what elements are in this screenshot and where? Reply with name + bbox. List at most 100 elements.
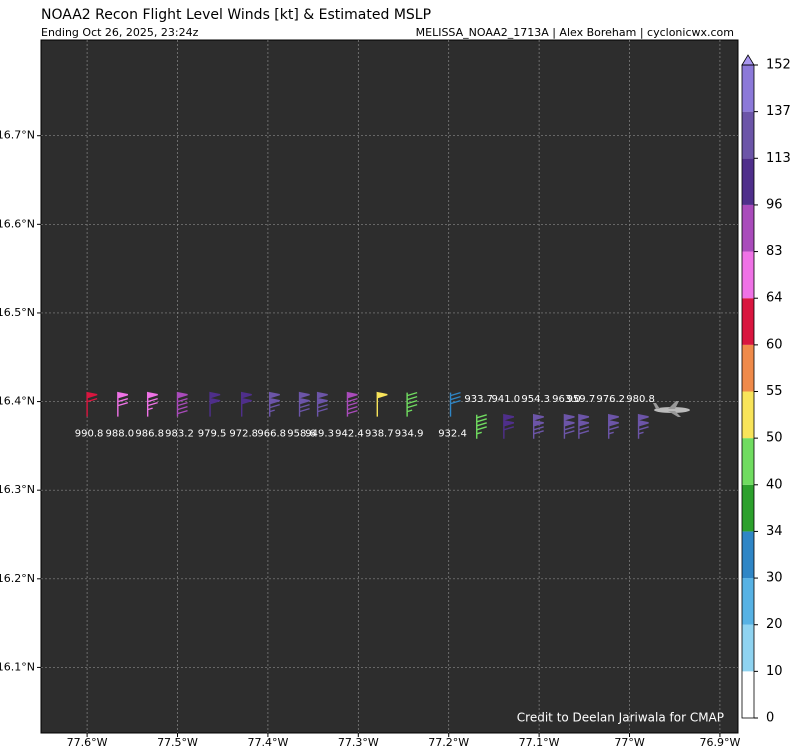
x-tick-label: 77.5°W <box>157 736 198 749</box>
colorbar-segment <box>742 578 754 625</box>
barb-shape <box>86 391 98 417</box>
colorbar-segment <box>742 158 754 205</box>
pressure-label: 990.8 <box>75 429 104 440</box>
barb-shape <box>637 413 649 439</box>
barb-shape <box>240 391 252 417</box>
colorbar-label: 34 <box>766 524 783 539</box>
colorbar-segment <box>742 484 754 532</box>
colorbar-label: 40 <box>766 477 783 492</box>
wind-barb <box>117 391 129 417</box>
colorbar-label: 60 <box>766 337 783 352</box>
y-tick-label: 16.3°N <box>0 483 35 496</box>
wind-barb <box>209 391 221 417</box>
y-tick-label: 16.1°N <box>0 660 35 673</box>
wind-barb <box>608 413 619 439</box>
pressure-label: 942.4 <box>335 429 364 440</box>
x-tick-label: 76.9°W <box>699 736 740 749</box>
y-tick-label: 16.5°N <box>0 306 35 319</box>
wind-barb <box>476 414 487 439</box>
credit: Credit to Deelan Jariwala for CMAP <box>517 711 724 725</box>
colorbar-label: 64 <box>766 291 783 306</box>
colorbar-label: 55 <box>766 384 783 399</box>
pressure-label: 963.0 <box>552 394 581 405</box>
pressure-label: 988.0 <box>106 429 135 440</box>
y-tick-label: 16.4°N <box>0 395 35 408</box>
colorbar-label: 30 <box>766 571 783 586</box>
barb-shape <box>146 391 158 417</box>
aircraft-icon <box>653 401 690 417</box>
barb-shape <box>346 391 358 417</box>
colorbar-segment <box>742 111 754 159</box>
barb-shape <box>117 391 129 417</box>
pressure-label: 941.0 <box>492 394 521 405</box>
pressure-label: 954.3 <box>521 394 550 405</box>
wind-barb <box>86 391 98 417</box>
barb-shape <box>476 414 487 439</box>
colorbar-segment <box>742 204 754 252</box>
x-tick-label: 77.4°W <box>247 736 288 749</box>
barb-shape <box>209 391 221 417</box>
barb-shape <box>316 391 328 417</box>
colorbar-label: 50 <box>766 431 783 446</box>
colorbar-segment <box>742 438 754 485</box>
wind-barb <box>503 413 515 439</box>
pressure-label: 938.7 <box>365 429 394 440</box>
pressure-label: 966.8 <box>257 429 286 440</box>
x-tick-label: 77.1°W <box>519 736 560 749</box>
wind-barb <box>298 391 310 417</box>
colorbar-label: 83 <box>766 244 783 259</box>
colorbar-label: 0 <box>766 711 774 726</box>
pressure-label: 972.8 <box>229 429 258 440</box>
colorbar-segment <box>742 251 754 299</box>
wind-barb <box>406 391 418 417</box>
barb-shape <box>532 413 544 439</box>
colorbar-segment <box>742 624 754 672</box>
subtitle: Ending Oct 26, 2025, 23:24z <box>41 26 199 39</box>
colorbar-segment <box>742 391 754 439</box>
wind-barb <box>346 391 358 417</box>
barb-shape <box>449 391 461 417</box>
pressure-label: 983.2 <box>165 429 194 440</box>
wind-barb <box>449 391 461 417</box>
pressure-label: 976.2 <box>596 394 625 405</box>
x-tick-label: 77.6°W <box>67 736 108 749</box>
y-tick-label: 16.2°N <box>0 572 35 585</box>
barb-shape <box>269 391 280 417</box>
colorbar-label: 20 <box>766 617 783 632</box>
colorbar-segment <box>742 344 754 392</box>
barb-shape <box>503 413 515 439</box>
y-tick-label: 16.7°N <box>0 129 35 142</box>
colorbar-segment <box>742 671 754 718</box>
pressure-label: 932.4 <box>438 429 467 440</box>
colorbar-segment <box>742 65 754 112</box>
pressure-label: 959.7 <box>567 394 596 405</box>
wind-barb <box>146 391 158 417</box>
colorbar-label: 152 <box>766 58 791 73</box>
pressure-label: 958.6 <box>287 429 316 440</box>
barb-shape <box>608 413 619 439</box>
source: MELISSA_NOAA2_1713A | Alex Boreham | cyc… <box>416 26 734 39</box>
colorbar-label: 96 <box>766 197 783 212</box>
pressure-label: 934.9 <box>395 429 424 440</box>
plot-area <box>40 39 739 734</box>
colorbar-label: 113 <box>766 151 791 166</box>
barb-shape <box>376 391 388 417</box>
barb-shape <box>298 391 310 417</box>
colorbar-label: 10 <box>766 664 783 679</box>
barb-shape <box>406 391 418 417</box>
wind-barb <box>316 391 328 417</box>
y-tick-label: 16.6°N <box>0 217 35 230</box>
wind-barb <box>240 391 252 417</box>
wind-barb <box>376 391 388 417</box>
wind-barb <box>269 391 280 417</box>
pressure-label: 979.5 <box>198 429 227 440</box>
barb-shape <box>563 413 575 439</box>
pressure-label: 949.3 <box>305 429 334 440</box>
pressure-label: 986.8 <box>135 429 164 440</box>
colorbar-extension <box>741 54 755 66</box>
wind-barb <box>578 413 590 439</box>
x-tick-label: 77.2°W <box>428 736 469 749</box>
wind-barb <box>532 413 544 439</box>
